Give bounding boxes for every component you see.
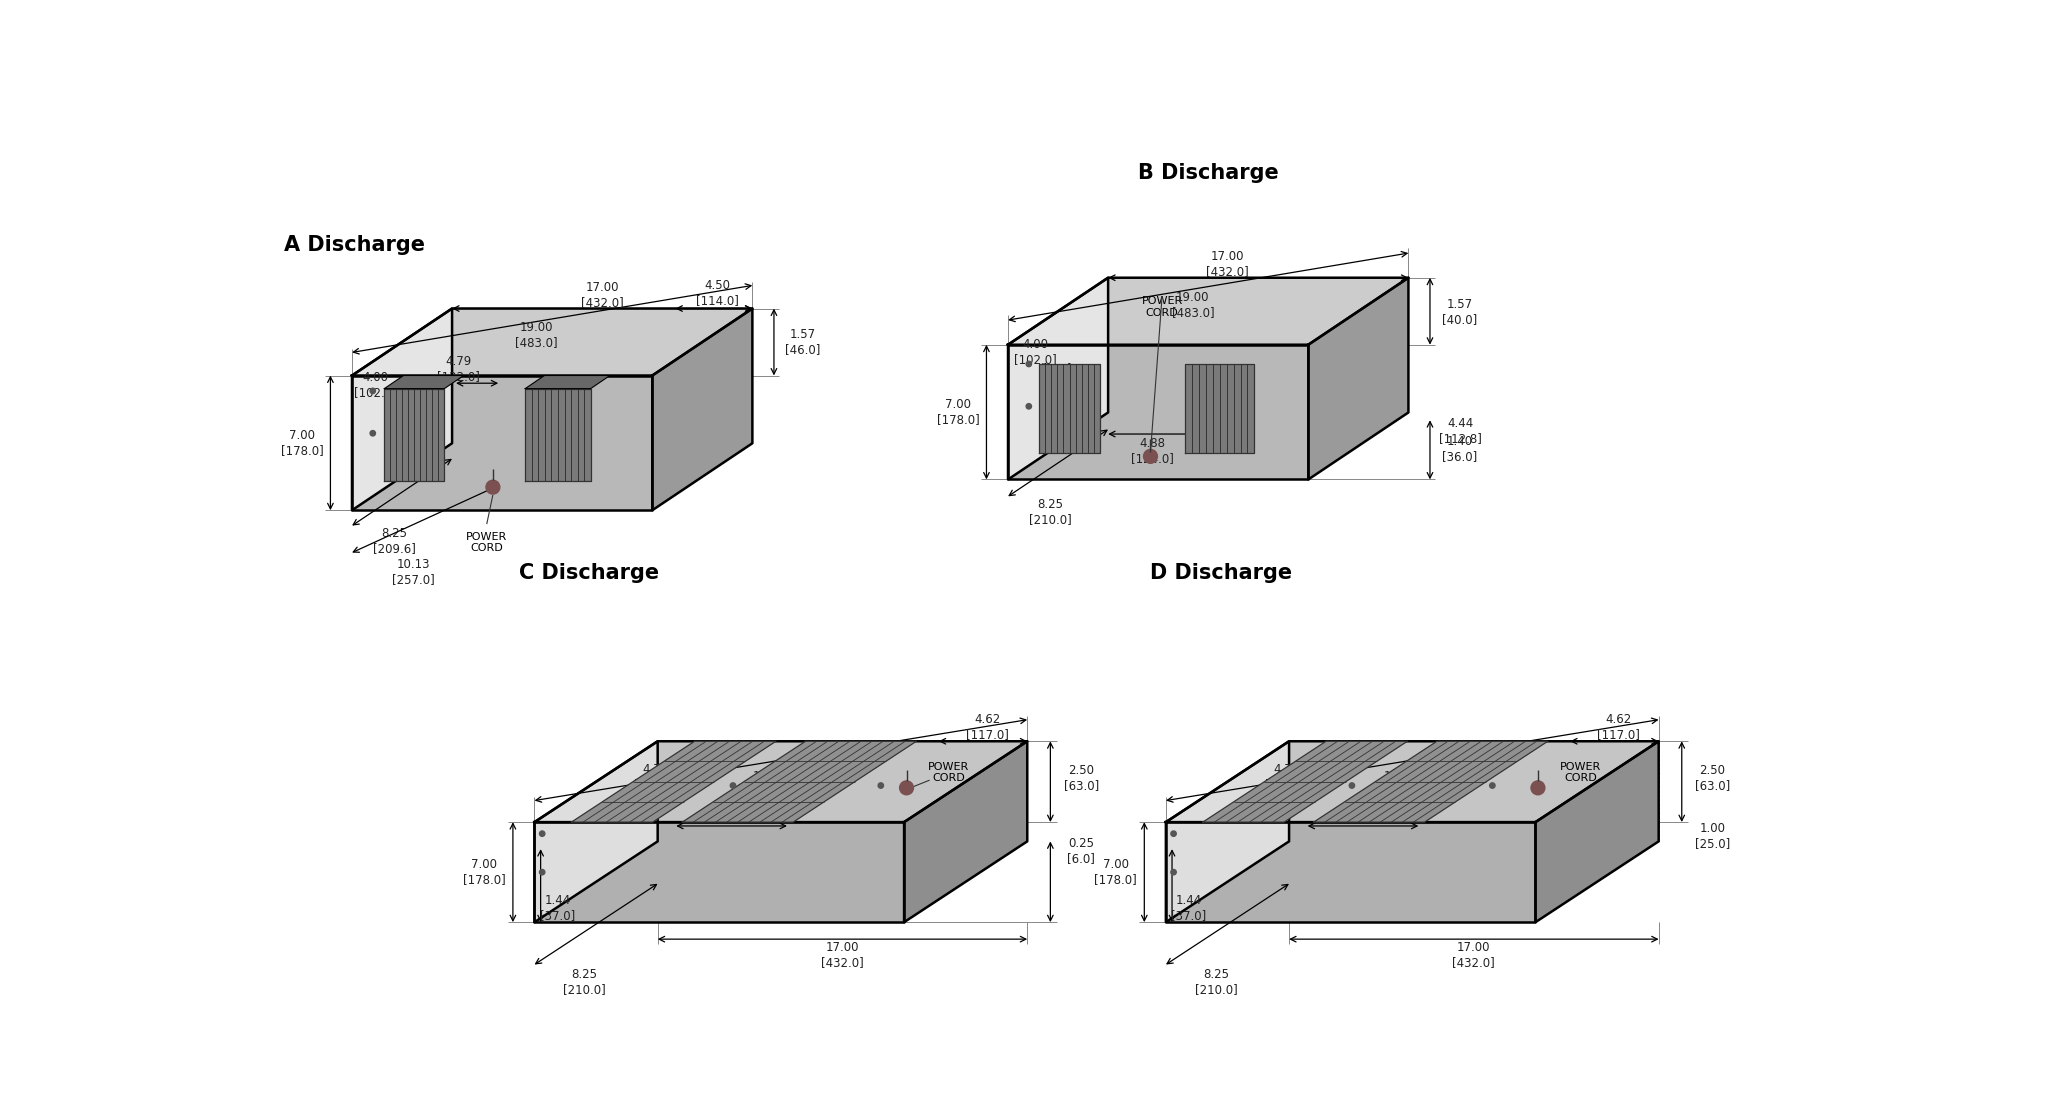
Text: 4.76
[121.0]: 4.76 [121.0] bbox=[635, 763, 676, 791]
Text: 10.13
[257.0]: 10.13 [257.0] bbox=[393, 557, 434, 586]
Text: A Discharge: A Discharge bbox=[285, 235, 426, 255]
Text: 17.00
[432.0]: 17.00 [432.0] bbox=[1452, 941, 1495, 968]
Polygon shape bbox=[385, 376, 463, 389]
Text: D Discharge: D Discharge bbox=[1151, 563, 1292, 584]
Polygon shape bbox=[535, 822, 903, 922]
Polygon shape bbox=[1008, 278, 1108, 480]
Text: C Discharge: C Discharge bbox=[518, 563, 659, 584]
Text: 7.00
[178.0]: 7.00 [178.0] bbox=[1094, 859, 1137, 886]
Polygon shape bbox=[1165, 741, 1288, 922]
Text: 2.50
[63.0]: 2.50 [63.0] bbox=[1063, 765, 1100, 792]
Polygon shape bbox=[352, 308, 752, 376]
Text: 17.00
[432.0]: 17.00 [432.0] bbox=[582, 280, 623, 309]
Text: 4.62
[117.0]: 4.62 [117.0] bbox=[1597, 714, 1640, 741]
Text: POWER
CORD: POWER CORD bbox=[928, 761, 969, 783]
Text: 2.50
[63.0]: 2.50 [63.0] bbox=[1696, 765, 1731, 792]
Polygon shape bbox=[1008, 278, 1409, 345]
Text: 19.00
[483.0]: 19.00 [483.0] bbox=[516, 321, 559, 349]
Text: 1.00
[25.0]: 1.00 [25.0] bbox=[1696, 822, 1731, 850]
Text: 19.00
[483.0]: 19.00 [483.0] bbox=[1380, 770, 1421, 798]
Polygon shape bbox=[1038, 363, 1100, 452]
Text: 0.25
[6.0]: 0.25 [6.0] bbox=[1067, 837, 1096, 864]
Text: 17.00
[432.0]: 17.00 [432.0] bbox=[821, 941, 864, 968]
Text: 7.00
[178.0]: 7.00 [178.0] bbox=[281, 429, 324, 458]
Polygon shape bbox=[903, 741, 1028, 922]
Text: 4.44
[112.8]: 4.44 [112.8] bbox=[1438, 417, 1481, 445]
Text: 7.00
[178.0]: 7.00 [178.0] bbox=[463, 859, 506, 886]
Polygon shape bbox=[524, 376, 610, 389]
Circle shape bbox=[371, 388, 375, 393]
Circle shape bbox=[731, 783, 735, 788]
Text: 4.50
[114.0]: 4.50 [114.0] bbox=[696, 279, 739, 307]
Text: 1.57
[40.0]: 1.57 [40.0] bbox=[1442, 298, 1479, 326]
Text: 4.00
[102.0]: 4.00 [102.0] bbox=[1014, 338, 1057, 367]
Text: 17.00
[432.0]: 17.00 [432.0] bbox=[1206, 250, 1249, 278]
Polygon shape bbox=[352, 308, 453, 511]
Text: POWER
CORD: POWER CORD bbox=[467, 532, 508, 553]
Text: POWER
CORD: POWER CORD bbox=[1141, 296, 1182, 318]
Circle shape bbox=[539, 870, 545, 875]
Polygon shape bbox=[651, 308, 752, 511]
Polygon shape bbox=[1165, 822, 1536, 922]
Circle shape bbox=[1171, 870, 1176, 875]
Text: 1.40
[36.0]: 1.40 [36.0] bbox=[1442, 435, 1479, 463]
Text: 4.76
[121.0]: 4.76 [121.0] bbox=[1266, 763, 1309, 791]
Polygon shape bbox=[385, 389, 444, 481]
Circle shape bbox=[1026, 361, 1032, 367]
Circle shape bbox=[485, 480, 500, 494]
Text: 1.44
[37.0]: 1.44 [37.0] bbox=[541, 894, 575, 922]
Polygon shape bbox=[535, 741, 1028, 822]
Text: POWER
CORD: POWER CORD bbox=[1561, 761, 1602, 783]
Circle shape bbox=[899, 781, 913, 794]
Text: 4.79
[122.0]: 4.79 [122.0] bbox=[436, 356, 479, 383]
Circle shape bbox=[539, 831, 545, 837]
Text: 8.25
[210.0]: 8.25 [210.0] bbox=[1194, 968, 1237, 996]
Circle shape bbox=[1350, 783, 1354, 788]
Polygon shape bbox=[1313, 741, 1548, 822]
Circle shape bbox=[879, 783, 883, 788]
Circle shape bbox=[1026, 403, 1032, 409]
Text: 19.00
[482.6]: 19.00 [482.6] bbox=[748, 770, 791, 798]
Circle shape bbox=[1489, 783, 1495, 788]
Polygon shape bbox=[524, 389, 590, 481]
Text: 19.00
[483.0]: 19.00 [483.0] bbox=[1171, 290, 1214, 319]
Polygon shape bbox=[1202, 741, 1407, 822]
Polygon shape bbox=[1536, 741, 1659, 922]
Circle shape bbox=[1143, 450, 1157, 463]
Circle shape bbox=[1532, 781, 1544, 794]
Text: 1.57
[46.0]: 1.57 [46.0] bbox=[784, 328, 819, 357]
Text: B Discharge: B Discharge bbox=[1139, 163, 1278, 183]
Polygon shape bbox=[682, 741, 915, 822]
Polygon shape bbox=[1008, 345, 1309, 480]
Text: 8.25
[210.0]: 8.25 [210.0] bbox=[1028, 497, 1071, 526]
Circle shape bbox=[371, 431, 375, 435]
Text: 4.00
[102.0]: 4.00 [102.0] bbox=[354, 371, 397, 399]
Polygon shape bbox=[1309, 278, 1409, 480]
Text: 4.62
[117.0]: 4.62 [117.0] bbox=[967, 714, 1010, 741]
Polygon shape bbox=[535, 741, 657, 922]
Text: 7.00
[178.0]: 7.00 [178.0] bbox=[936, 399, 979, 427]
Polygon shape bbox=[352, 376, 651, 511]
Polygon shape bbox=[1165, 741, 1659, 822]
Polygon shape bbox=[1186, 363, 1255, 452]
Text: 8.25
[210.0]: 8.25 [210.0] bbox=[563, 968, 606, 996]
Circle shape bbox=[1171, 831, 1176, 837]
Polygon shape bbox=[571, 741, 776, 822]
Text: 8.25
[209.6]: 8.25 [209.6] bbox=[373, 527, 416, 555]
Text: 1.44
[37.0]: 1.44 [37.0] bbox=[1171, 894, 1206, 922]
Text: 4.88
[124.0]: 4.88 [124.0] bbox=[1130, 437, 1174, 465]
